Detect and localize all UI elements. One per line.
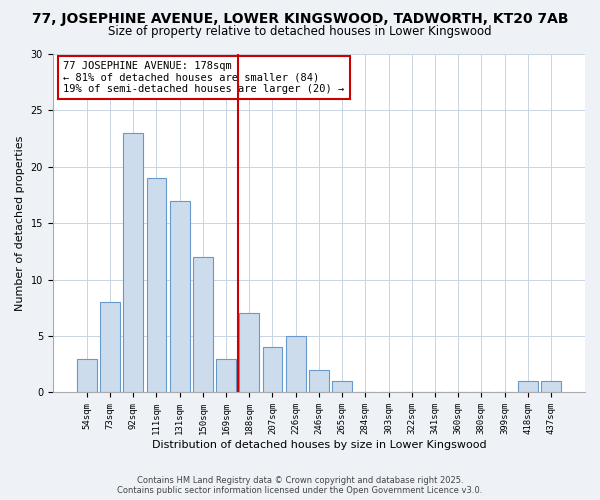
Text: Contains HM Land Registry data © Crown copyright and database right 2025.
Contai: Contains HM Land Registry data © Crown c… [118, 476, 482, 495]
Bar [193, 257, 213, 392]
Bar [263, 348, 283, 393]
Bar [286, 336, 305, 392]
Bar [77, 358, 97, 392]
X-axis label: Distribution of detached houses by size in Lower Kingswood: Distribution of detached houses by size … [152, 440, 486, 450]
Bar [309, 370, 329, 392]
Bar [170, 200, 190, 392]
Y-axis label: Number of detached properties: Number of detached properties [15, 136, 25, 311]
Text: 77, JOSEPHINE AVENUE, LOWER KINGSWOOD, TADWORTH, KT20 7AB: 77, JOSEPHINE AVENUE, LOWER KINGSWOOD, T… [32, 12, 568, 26]
Bar [541, 381, 561, 392]
Text: Size of property relative to detached houses in Lower Kingswood: Size of property relative to detached ho… [108, 25, 492, 38]
Bar [332, 381, 352, 392]
Bar [518, 381, 538, 392]
Bar [100, 302, 120, 392]
Bar [124, 133, 143, 392]
Text: 77 JOSEPHINE AVENUE: 178sqm
← 81% of detached houses are smaller (84)
19% of sem: 77 JOSEPHINE AVENUE: 178sqm ← 81% of det… [64, 61, 344, 94]
Bar [216, 358, 236, 392]
Bar [146, 178, 166, 392]
Bar [239, 314, 259, 392]
